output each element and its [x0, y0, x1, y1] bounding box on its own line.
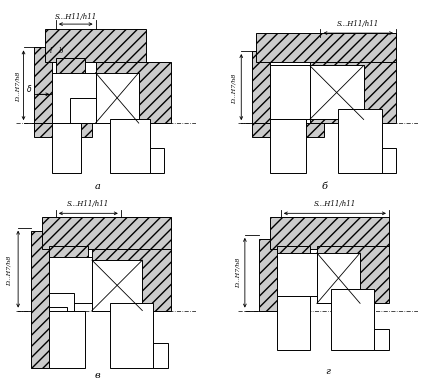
Bar [49, 246, 89, 264]
Bar [95, 62, 171, 123]
Bar [49, 293, 74, 311]
Text: S...H11/h11: S...H11/h11 [337, 20, 379, 28]
Text: D...H7/h8: D...H7/h8 [7, 256, 12, 286]
Text: D...H7/h8: D...H7/h8 [232, 74, 237, 104]
Text: г: г [325, 367, 330, 376]
Text: D...H7/h8: D...H7/h8 [16, 72, 21, 102]
Text: a: a [94, 182, 100, 191]
Bar [277, 253, 317, 296]
Bar [256, 33, 396, 62]
Text: в: в [95, 371, 100, 380]
Bar [95, 73, 139, 123]
Bar [270, 217, 389, 249]
Text: S...H11/h11: S...H11/h11 [55, 13, 97, 21]
Bar [310, 62, 396, 123]
Bar [259, 239, 277, 311]
Bar [270, 119, 306, 173]
Bar [381, 148, 396, 173]
Bar [331, 289, 375, 350]
Bar [252, 123, 324, 137]
Bar [153, 343, 168, 368]
Bar [31, 231, 49, 368]
Bar [42, 217, 171, 249]
Bar [49, 257, 92, 303]
Bar [49, 311, 85, 368]
Text: $\delta$: $\delta$ [26, 83, 32, 94]
Text: б: б [321, 182, 327, 191]
Text: S...H11/h11: S...H11/h11 [314, 200, 356, 208]
Bar [70, 98, 95, 123]
Text: l: l [49, 47, 52, 55]
Text: S...H11/h11: S...H11/h11 [67, 200, 109, 208]
Bar [252, 51, 270, 123]
Bar [339, 109, 381, 173]
Bar [92, 260, 142, 311]
Bar [310, 65, 364, 119]
Text: b: b [59, 47, 63, 55]
Bar [150, 148, 164, 173]
Bar [56, 58, 85, 76]
Bar [34, 123, 92, 137]
Bar [49, 307, 67, 325]
Bar [34, 47, 53, 123]
Bar [92, 249, 171, 311]
Bar [53, 123, 81, 173]
Text: D...H7/h8: D...H7/h8 [235, 257, 240, 288]
Bar [277, 296, 310, 350]
Bar [375, 329, 389, 350]
Bar [110, 303, 153, 368]
Bar [53, 73, 95, 123]
Bar [270, 65, 310, 119]
Bar [277, 246, 310, 264]
Bar [45, 29, 146, 62]
Bar [317, 246, 389, 303]
Bar [110, 119, 150, 173]
Bar [317, 253, 360, 303]
